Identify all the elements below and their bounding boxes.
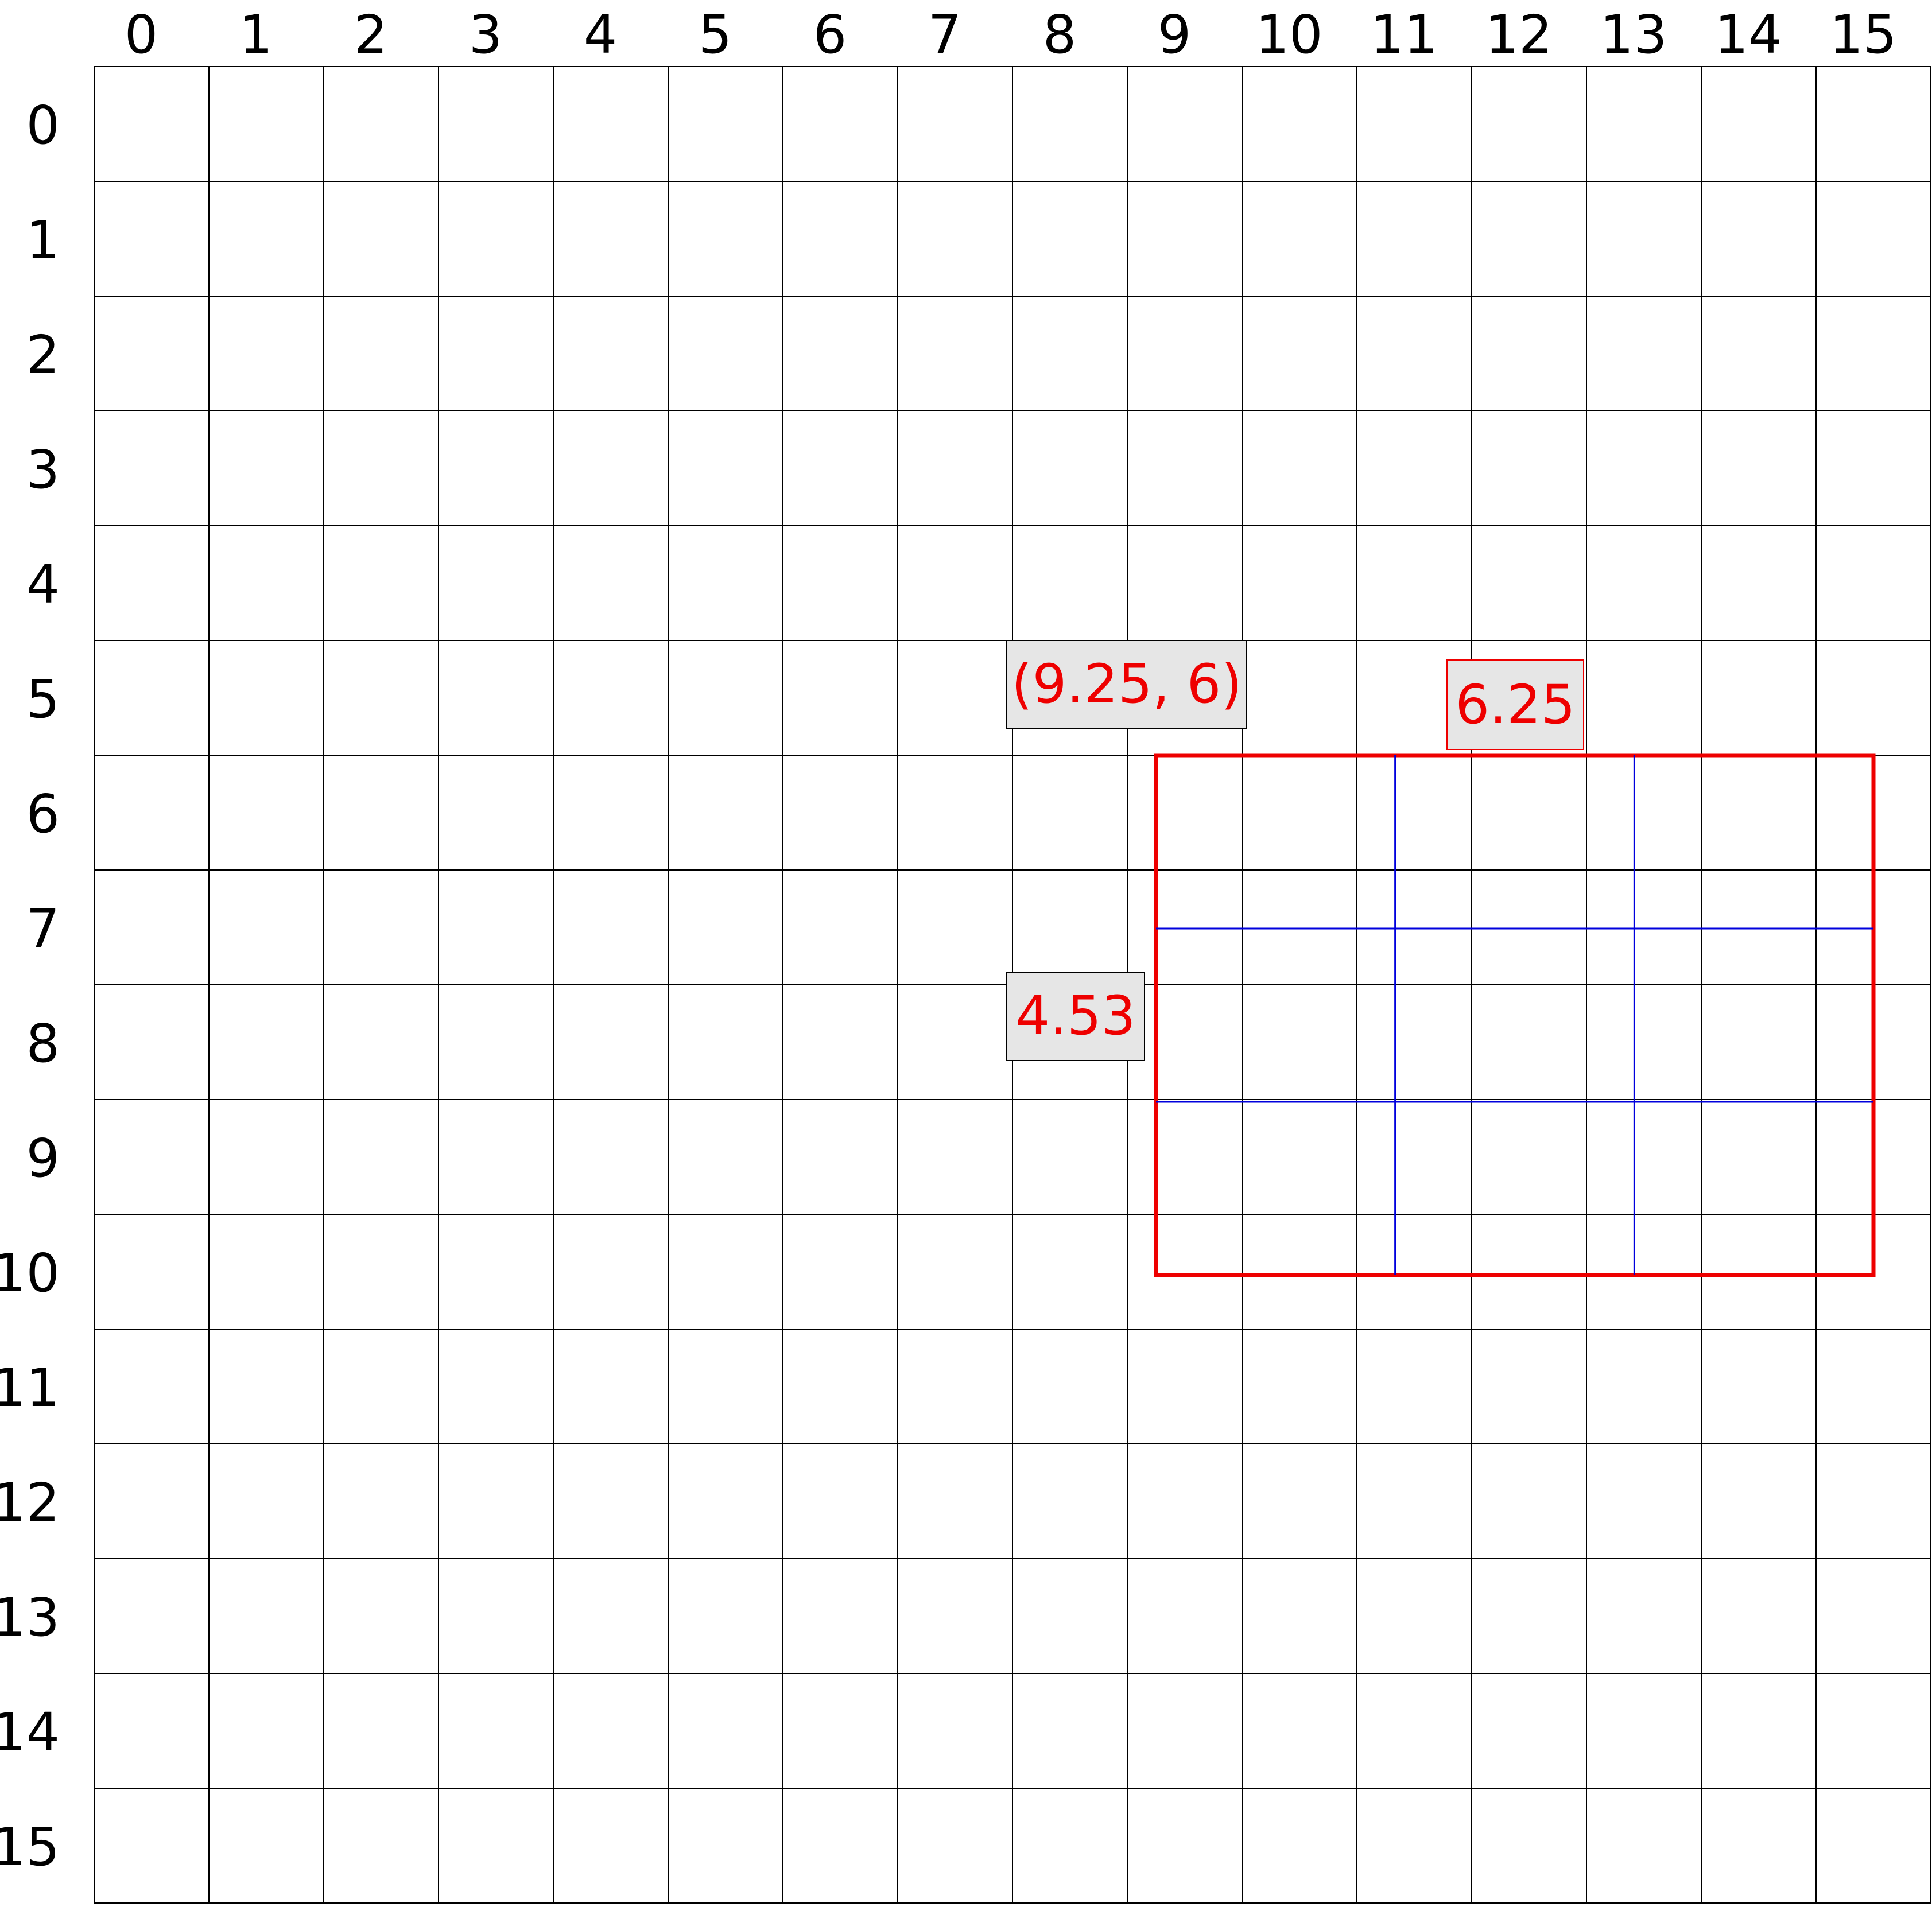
column-label: 9 [1158,4,1192,65]
column-label: 11 [1370,4,1437,65]
row-label: 4 [26,554,60,615]
row-label: 14 [0,1702,60,1763]
column-labels: 0 1 2 3 4 5 6 7 8 9 10 11 12 13 14 15 [125,4,1897,65]
column-label: 6 [813,4,847,65]
row-label: 15 [0,1816,60,1878]
column-label: 13 [1600,4,1667,65]
column-label: 5 [699,4,732,65]
column-label: 10 [1255,4,1322,65]
measured-rectangle [1154,753,1876,1277]
row-label: 9 [26,1128,60,1189]
column-label: 2 [354,4,388,65]
height-label-box [1006,972,1145,1061]
column-label: 12 [1485,4,1552,65]
width-label-box [1446,659,1584,750]
origin-callout: (9.25, 6) [1006,640,1247,729]
origin-label-box [1006,640,1247,729]
row-label: 5 [26,669,60,730]
height-label: 4.53 [1015,985,1135,1047]
row-label: 12 [0,1472,60,1533]
row-label: 8 [26,1013,60,1074]
column-label: 8 [1043,4,1077,65]
height-callout: 4.53 [1006,972,1145,1061]
row-label: 3 [26,439,60,500]
column-label: 7 [928,4,962,65]
row-label: 1 [26,209,60,271]
column-label: 4 [584,4,618,65]
shape-group [1154,753,1876,1277]
width-callout: 6.25 [1446,659,1584,750]
row-label: 7 [26,898,60,960]
column-label: 3 [469,4,503,65]
column-label: 0 [125,4,158,65]
column-label: 15 [1829,4,1896,65]
row-label: 10 [0,1242,60,1304]
row-label: 2 [26,324,60,386]
row-label: 6 [26,783,60,845]
row-label: 13 [0,1587,60,1648]
rectangle-division-lines [1156,755,1873,1275]
row-label: 0 [26,95,60,156]
column-label: 14 [1714,4,1782,65]
grid-lines [94,66,1931,1904]
column-label: 1 [239,4,273,65]
origin-label: (9.25, 6) [1011,653,1242,716]
callouts: (9.25, 6) 6.25 4.53 [1006,640,1584,1061]
width-label: 6.25 [1455,674,1575,736]
row-label: 11 [0,1357,60,1419]
